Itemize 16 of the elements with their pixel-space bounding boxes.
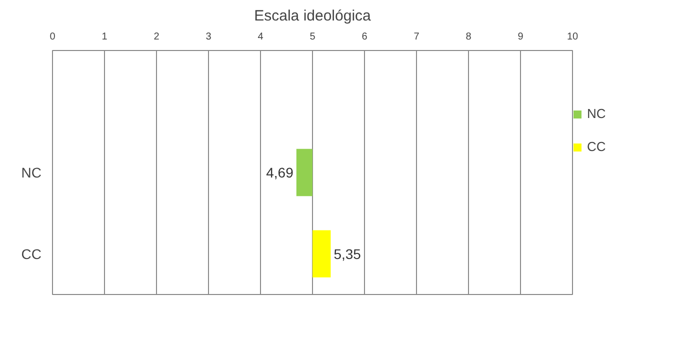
x-tick-label: 6	[362, 32, 368, 42]
legend-label: NC	[587, 106, 607, 121]
x-tick-label: 5	[310, 32, 316, 42]
chart-title: Escala ideológica	[254, 8, 372, 24]
x-tick-label: 1	[102, 32, 108, 42]
legend-label: CC	[587, 139, 607, 154]
x-tick-label: 9	[518, 32, 524, 42]
x-tick-label: 4	[258, 32, 264, 42]
x-tick-label: 2	[154, 32, 160, 42]
x-tick-label: 0	[50, 32, 56, 42]
x-tick-label: 7	[414, 32, 420, 42]
x-tick-label: 10	[566, 32, 578, 42]
x-tick-label: 8	[466, 32, 472, 42]
data-label: 4,69	[266, 164, 294, 180]
x-tick-label: 3	[206, 32, 212, 42]
data-label: 5,35	[334, 246, 362, 262]
